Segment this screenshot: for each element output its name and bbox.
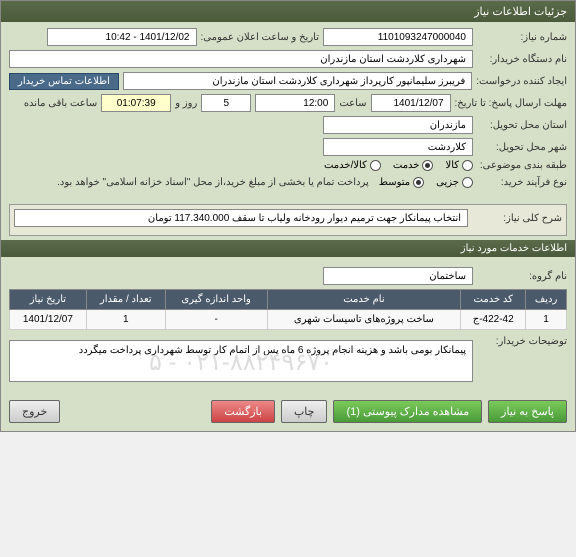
announce-label: تاریخ و ساعت اعلان عمومی: [201, 32, 320, 43]
radio-both[interactable]: کالا/خدمت [324, 160, 381, 171]
cell-row: 1 [526, 310, 567, 330]
radio-goods-label: کالا [445, 160, 459, 171]
radio-icon [370, 160, 381, 171]
need-number-field: 1101093247000040 [323, 28, 473, 46]
radio-icon [413, 177, 424, 188]
group-field: ساختمان [323, 267, 473, 285]
payment-note: پرداخت تمام یا بخشی از مبلغ خرید،از محل … [51, 175, 375, 190]
cell-name: ساخت پروژه‌های تاسیسات شهری [267, 310, 461, 330]
radio-icon [462, 177, 473, 188]
description-panel: شرح کلی نیاز: انتخاب پیمانکار جهت ترمیم … [9, 204, 567, 236]
radio-icon [422, 160, 433, 171]
city-label: شهر محل تحویل: [477, 142, 567, 153]
panel-header: جزئیات اطلاعات نیاز [1, 1, 575, 22]
cell-qty: 1 [86, 310, 165, 330]
contact-button[interactable]: اطلاعات تماس خریدار [9, 73, 119, 90]
attachments-button[interactable]: مشاهده مدارک پیوستی (1) [333, 400, 482, 423]
cell-code: 422-42-ج [461, 310, 526, 330]
radio-both-label: کالا/خدمت [324, 160, 367, 171]
th-unit: واحد اندازه گیری [165, 290, 267, 310]
radio-partial[interactable]: جزیی [436, 177, 473, 188]
th-qty: تعداد / مقدار [86, 290, 165, 310]
radio-service-label: خدمت [393, 160, 420, 171]
radio-service[interactable]: خدمت [393, 160, 434, 171]
deadline-time-field: 12:00 [255, 94, 335, 112]
th-name: نام خدمت [267, 290, 461, 310]
desc-label: شرح کلی نیاز: [472, 213, 562, 224]
subject-radio-group: کالا خدمت کالا/خدمت [324, 160, 473, 171]
table-row: 1 422-42-ج ساخت پروژه‌های تاسیسات شهری -… [10, 310, 567, 330]
province-label: استان محل تحویل: [477, 120, 567, 131]
th-date: تاریخ نیاز [10, 290, 87, 310]
days-field: 5 [201, 94, 251, 112]
creator-label: ایجاد کننده درخواست: [476, 76, 567, 87]
footer-buttons: پاسخ به نیاز مشاهده مدارک پیوستی (1) چاپ… [1, 392, 575, 431]
radio-icon [462, 160, 473, 171]
days-label: روز و [175, 98, 197, 109]
cell-unit: - [165, 310, 267, 330]
buytype-label: نوع فرآیند خرید: [477, 177, 567, 188]
exit-button[interactable]: خروج [9, 400, 60, 423]
print-button[interactable]: چاپ [281, 400, 328, 423]
main-panel: جزئیات اطلاعات نیاز شماره نیاز: 11010932… [0, 0, 576, 432]
deadline-date-field: 1401/12/07 [371, 94, 451, 112]
services-subheader: اطلاعات خدمات مورد نیاز [1, 240, 575, 257]
group-label: نام گروه: [477, 271, 567, 282]
buytype-radio-group: جزیی متوسط [379, 177, 473, 188]
buyer-notes-box: پیمانکار بومی باشد و هزینه انجام پروژه 6… [9, 340, 473, 382]
announce-field: 1401/12/02 - 10:42 [47, 28, 197, 46]
city-field: کلاردشت [323, 138, 473, 156]
radio-medium[interactable]: متوسط [379, 177, 424, 188]
th-row: ردیف [526, 290, 567, 310]
th-code: کد خدمت [461, 290, 526, 310]
buyer-notes-label: توضیحات خریدار: [477, 336, 567, 347]
header-title: جزئیات اطلاعات نیاز [474, 6, 567, 18]
radio-medium-label: متوسط [379, 177, 410, 188]
table-header-row: ردیف کد خدمت نام خدمت واحد اندازه گیری ت… [10, 290, 567, 310]
province-field: مازندران [323, 116, 473, 134]
subject-class-label: طبقه بندی موضوعی: [477, 160, 567, 171]
back-button[interactable]: بازگشت [211, 400, 275, 423]
deadline-label: مهلت ارسال پاسخ: تا تاریخ: [455, 98, 567, 109]
radio-partial-label: جزیی [436, 177, 459, 188]
services-table: ردیف کد خدمت نام خدمت واحد اندازه گیری ت… [9, 289, 567, 330]
creator-field: فریبرز سلیمانپور کارپرداز شهرداری کلاردش… [123, 72, 472, 90]
cell-date: 1401/12/07 [10, 310, 87, 330]
details-section: شماره نیاز: 1101093247000040 تاریخ و ساع… [1, 22, 575, 200]
radio-goods[interactable]: کالا [445, 160, 473, 171]
time-label: ساعت [339, 98, 366, 109]
buyer-field: شهرداری کلاردشت استان مازندران [9, 50, 473, 68]
buyer-label: نام دستگاه خریدار: [477, 54, 567, 65]
remain-label: ساعت باقی مانده [24, 98, 97, 109]
services-section: نام گروه: ساختمان ردیف کد خدمت نام خدمت … [1, 261, 575, 392]
desc-field: انتخاب پیمانکار جهت ترمیم دیوار رودخانه … [14, 209, 468, 227]
respond-button[interactable]: پاسخ به نیاز [488, 400, 567, 423]
need-number-label: شماره نیاز: [477, 32, 567, 43]
remain-time-field: 01:07:39 [101, 94, 171, 112]
